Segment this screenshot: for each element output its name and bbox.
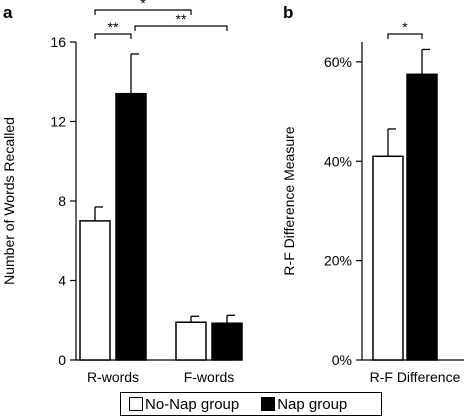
significance-bracket-a — [94, 33, 132, 39]
x-tick-label-b: R-F Difference — [370, 369, 461, 385]
y-tick-label-a: 16 — [50, 34, 66, 50]
bar-a — [79, 220, 111, 361]
legend-swatch-no-nap — [129, 397, 143, 411]
significance-label-b: * — [402, 19, 408, 35]
significance-label-a: ** — [108, 19, 119, 35]
x-tick-label-a: R-words — [87, 369, 139, 385]
y-tick-label-a: 12 — [50, 114, 66, 130]
y-tick-label-a: 0 — [58, 352, 66, 368]
significance-bracket-a — [94, 9, 192, 15]
bar-a — [175, 321, 207, 361]
y-tick-label-a: 4 — [58, 273, 66, 289]
significance-bracket-b — [387, 33, 423, 39]
bar-a — [115, 92, 147, 361]
y-tick-label-b: 0% — [332, 352, 352, 368]
significance-bracket-a — [134, 25, 228, 31]
legend-label-no-nap: No-Nap group — [145, 395, 240, 413]
y-tick-label-b: 40% — [324, 153, 352, 169]
legend-item-nap: Nap group — [261, 396, 347, 413]
y-axis-title-b: R-F Difference Measure — [281, 126, 297, 275]
y-tick-label-b: 60% — [324, 54, 352, 70]
bar-b — [372, 155, 404, 361]
y-tick-label-a: 8 — [58, 193, 66, 209]
figure: a 0 4 8 12 16 Number of Words Recalled R-words F… — [1, 0, 464, 385]
bar-a — [211, 322, 243, 361]
y-axis-title-a: Number of Words Recalled — [1, 117, 17, 285]
y-tick-label-b: 20% — [324, 253, 352, 269]
legend-item-no-nap: No-Nap group — [129, 396, 239, 413]
panel-label-b: b — [283, 3, 293, 22]
significance-label-a: * — [140, 0, 146, 11]
bar-b — [406, 73, 438, 361]
legend: No-Nap group Nap group — [120, 392, 382, 416]
legend-label-nap: Nap group — [277, 395, 348, 413]
panel-label-a: a — [3, 3, 13, 22]
significance-label-a: ** — [176, 11, 187, 27]
legend-swatch-nap — [261, 397, 276, 411]
x-tick-label-a: F-words — [184, 369, 235, 385]
